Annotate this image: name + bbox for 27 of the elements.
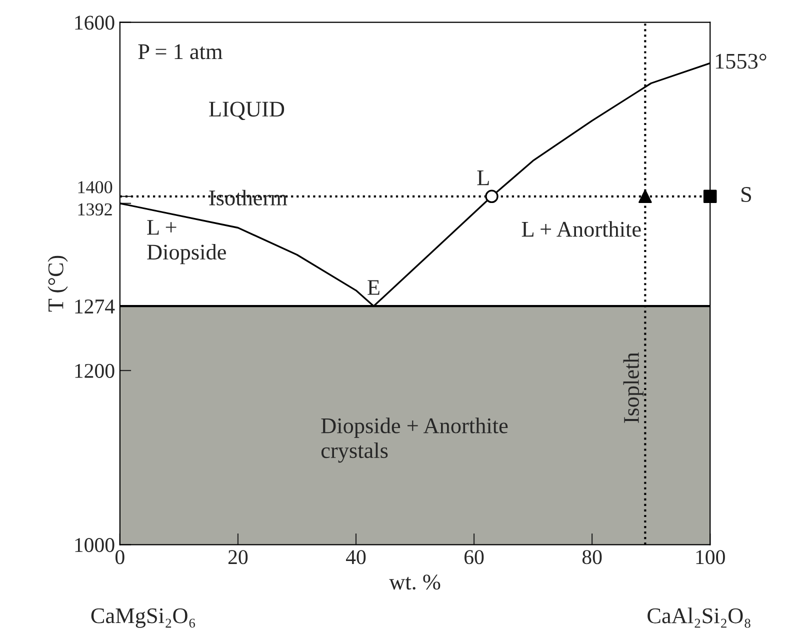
y-tick-label: 1000 bbox=[75, 538, 114, 552]
annotation: L + Diopside bbox=[147, 220, 226, 264]
annotation: P = 1 atm bbox=[138, 44, 222, 60]
annotation: Isopleth bbox=[623, 352, 644, 423]
annotation: E bbox=[368, 280, 380, 295]
x-tick-label: 60 bbox=[464, 550, 484, 564]
y-tick-label: 1392 bbox=[78, 203, 112, 216]
x-tick-label: 0 bbox=[116, 550, 124, 564]
y-tick-label: 1600 bbox=[75, 16, 114, 30]
annotation: L + Anorthite bbox=[522, 221, 641, 237]
annotation: 1553° bbox=[716, 54, 766, 69]
annotation: Diopside + Anorthite crystals bbox=[321, 418, 508, 463]
x-tick-label: 100 bbox=[696, 550, 725, 564]
y-tick-label: 1274 bbox=[75, 300, 115, 314]
annotation: L bbox=[477, 170, 489, 186]
y-tick-label: 1200 bbox=[75, 364, 114, 378]
x-tick-label: 80 bbox=[582, 550, 602, 564]
annotation: Isotherm bbox=[209, 190, 288, 206]
y-tick-label: 1400 bbox=[78, 181, 112, 194]
x-axis-title: wt. % bbox=[389, 574, 440, 590]
x-tick-label: 20 bbox=[228, 550, 248, 564]
y-axis-title: T (°C) bbox=[48, 256, 68, 312]
x-tick-label: 40 bbox=[346, 550, 366, 564]
annotation: S bbox=[742, 187, 752, 202]
annotation: LIQUID bbox=[209, 102, 284, 120]
text: CaMgSi₂O₆ bbox=[91, 608, 196, 628]
text: CaAl₂Si₂O₈ bbox=[648, 608, 750, 628]
